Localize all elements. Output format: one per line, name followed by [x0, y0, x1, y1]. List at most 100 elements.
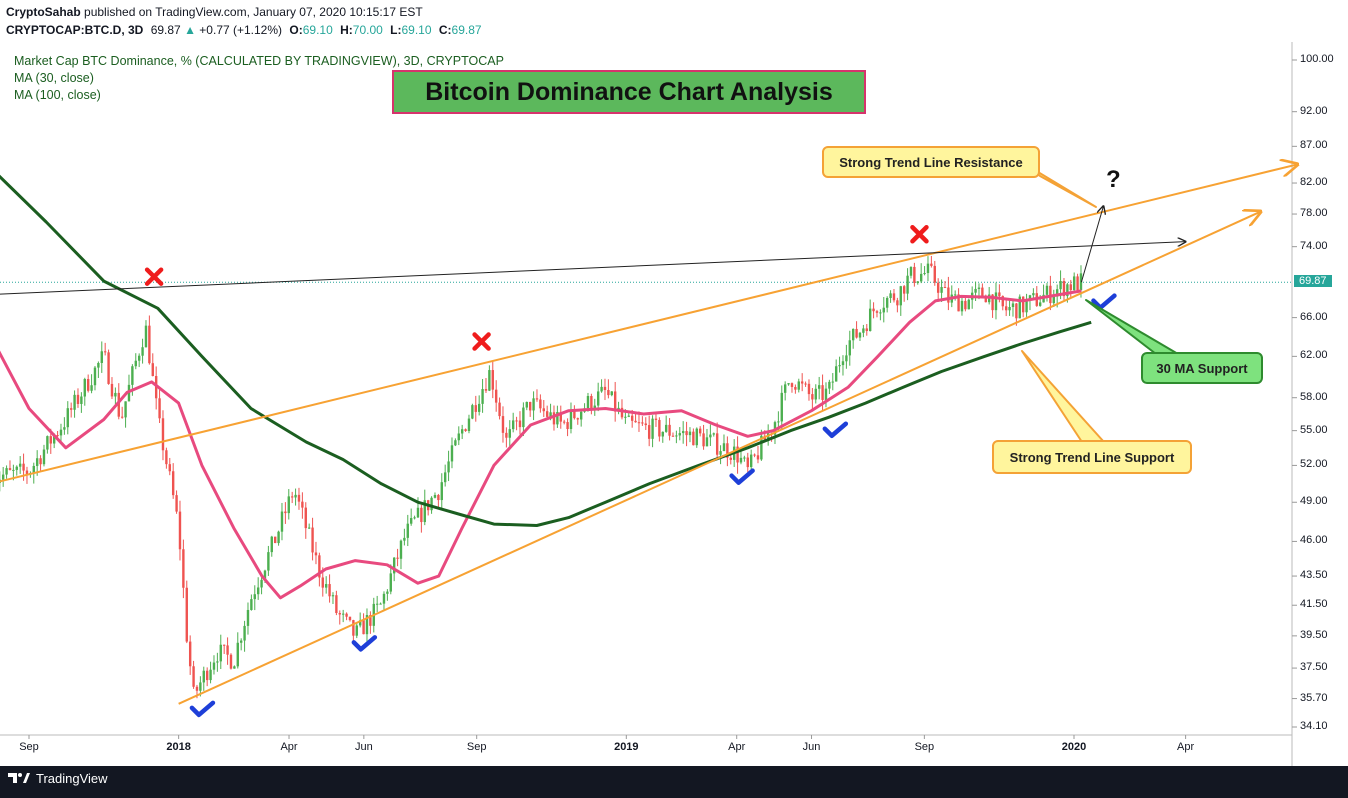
candle-body	[943, 287, 947, 289]
candle-body	[610, 391, 613, 396]
y-tick-label: 52.00	[1300, 458, 1328, 471]
candle-body	[664, 424, 668, 432]
candle-body	[671, 435, 675, 437]
candle-body	[1015, 303, 1018, 319]
candle-body	[270, 536, 273, 553]
high-value: 70.00	[352, 23, 383, 37]
candle-body	[522, 407, 525, 428]
candle-body	[437, 494, 440, 501]
publisher-name[interactable]: CryptoSahab	[6, 5, 81, 19]
candle-body	[855, 328, 858, 338]
candle-body	[171, 471, 175, 496]
candle-body	[287, 496, 290, 514]
candle-body	[542, 408, 545, 412]
candle-body	[505, 432, 508, 438]
candle-body	[403, 537, 406, 541]
candle-body	[100, 351, 103, 363]
candle-body	[90, 385, 93, 391]
candle-body	[345, 613, 348, 617]
candle-body	[488, 370, 491, 391]
candle-body	[324, 584, 328, 588]
candle-body	[454, 440, 457, 446]
candle-body	[447, 461, 450, 473]
candle-body	[290, 496, 294, 498]
series-title[interactable]: Market Cap BTC Dominance, % (CALCULATED …	[14, 54, 504, 68]
candle-body	[868, 308, 872, 332]
candle-body	[675, 435, 678, 437]
candle-body	[355, 625, 358, 636]
candle-body	[491, 370, 494, 390]
candle-body	[365, 615, 369, 635]
footer[interactable]: TradingView	[8, 770, 108, 786]
ma30-legend[interactable]: MA (30, close)	[14, 71, 94, 85]
candle-body	[1008, 307, 1011, 311]
candle-body	[974, 288, 977, 293]
candle-body	[841, 361, 845, 366]
candle-body	[763, 435, 766, 441]
candle-body	[783, 384, 787, 393]
y-tick-label: 58.00	[1300, 390, 1328, 403]
candle-body	[56, 435, 59, 437]
candle-body	[110, 383, 114, 397]
candle-body	[862, 328, 865, 333]
candle-body	[409, 518, 413, 524]
candle-body	[233, 666, 236, 669]
candle-body	[205, 670, 209, 681]
candle-body	[879, 312, 882, 314]
candle-body	[539, 399, 542, 409]
publish-date: published on TradingView.com, January 07…	[84, 5, 423, 19]
check-marker-icon	[822, 421, 849, 439]
candle-body	[651, 418, 654, 439]
candle-body	[134, 360, 137, 367]
publisher-line: CryptoSahab published on TradingView.com…	[6, 5, 423, 19]
candle-body	[382, 593, 386, 604]
candle-body	[188, 641, 192, 667]
candle-body	[766, 433, 770, 441]
candle-body	[566, 422, 569, 430]
candle-body	[1066, 284, 1069, 297]
candle-body	[736, 446, 739, 463]
candle-body	[12, 469, 15, 471]
x-tick-label: 2018	[166, 741, 191, 753]
y-tick-label: 34.10	[1300, 720, 1328, 732]
symbol-label[interactable]: CRYPTOCAP:BTC.D, 3D	[6, 23, 144, 37]
candle-body	[120, 416, 124, 418]
candle-body	[511, 420, 515, 430]
cross-marker-icon	[472, 332, 491, 351]
close-label: C:	[438, 23, 452, 37]
candle-body	[369, 615, 372, 626]
ma100-legend[interactable]: MA (100, close)	[14, 88, 101, 102]
open-label: O:	[289, 23, 303, 37]
y-tick-label: 82.00	[1300, 176, 1328, 189]
candle-body	[161, 418, 165, 451]
candle-body	[630, 415, 634, 421]
trend-line-2	[0, 242, 1186, 295]
candle-body	[301, 501, 304, 508]
candle-body	[804, 383, 807, 385]
candle-body	[18, 463, 22, 467]
candle-body	[97, 362, 100, 368]
candle-body	[549, 412, 552, 417]
candle-body	[892, 293, 896, 301]
candle-body	[280, 511, 284, 532]
candle-body	[396, 557, 399, 559]
high-label: H:	[340, 23, 353, 37]
candle-body	[902, 286, 906, 294]
y-tick-label: 37.50	[1300, 661, 1328, 674]
candle-body	[1, 474, 5, 480]
x-tick-label: 2019	[614, 741, 639, 753]
candle-body	[586, 396, 590, 409]
candle-body	[83, 379, 86, 397]
candle-body	[294, 494, 297, 498]
candle-body	[525, 401, 528, 408]
candle-body	[1001, 296, 1004, 307]
x-tick-label: Sep	[914, 741, 935, 753]
candle-body	[1062, 280, 1066, 297]
candle-body	[780, 392, 783, 422]
candle-body	[389, 573, 392, 592]
candle-body	[817, 385, 821, 389]
candle-body	[753, 454, 756, 456]
candle-body	[1028, 295, 1032, 301]
candle-body	[1011, 303, 1015, 308]
